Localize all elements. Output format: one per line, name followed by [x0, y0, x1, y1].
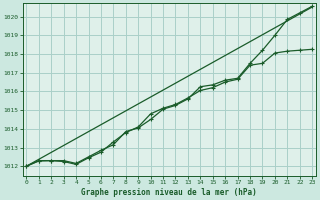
X-axis label: Graphe pression niveau de la mer (hPa): Graphe pression niveau de la mer (hPa): [81, 188, 257, 197]
